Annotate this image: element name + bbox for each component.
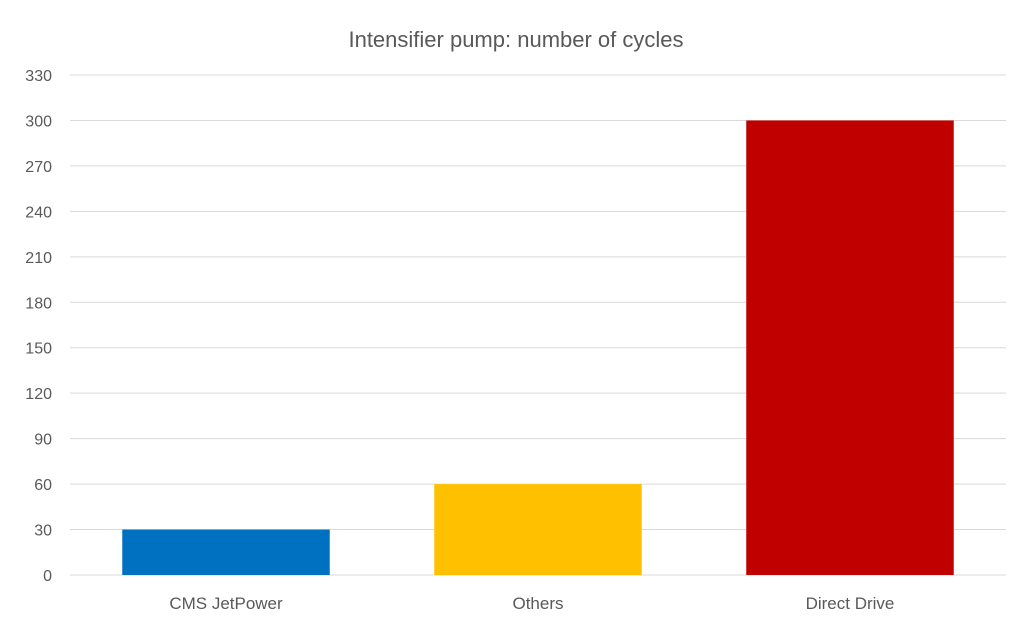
x-category-label: Others	[512, 594, 563, 613]
y-tick-label: 330	[25, 68, 52, 85]
y-tick-label: 120	[25, 386, 52, 403]
y-tick-label: 240	[25, 204, 52, 221]
x-category-label: CMS JetPower	[169, 594, 283, 613]
y-tick-label: 60	[34, 477, 52, 494]
y-tick-label: 180	[25, 295, 52, 312]
bar-others	[434, 484, 642, 575]
y-tick-label: 150	[25, 341, 52, 358]
y-tick-label: 210	[25, 250, 52, 267]
bar-cms-jetpower	[122, 529, 330, 575]
y-tick-label: 0	[43, 568, 52, 585]
x-axis-labels: CMS JetPower Others Direct Drive	[169, 594, 894, 613]
y-axis-ticks: 0 30 60 90 120 150 180 210 240 270 300 330	[25, 68, 52, 585]
y-tick-label: 30	[34, 523, 52, 540]
x-category-label: Direct Drive	[806, 594, 895, 613]
y-tick-label: 270	[25, 159, 52, 176]
bars	[122, 120, 954, 576]
chart-title: Intensifier pump: number of cycles	[348, 27, 683, 52]
y-tick-label: 300	[25, 113, 52, 130]
bar-direct-drive	[746, 120, 954, 576]
y-tick-label: 90	[34, 432, 52, 449]
